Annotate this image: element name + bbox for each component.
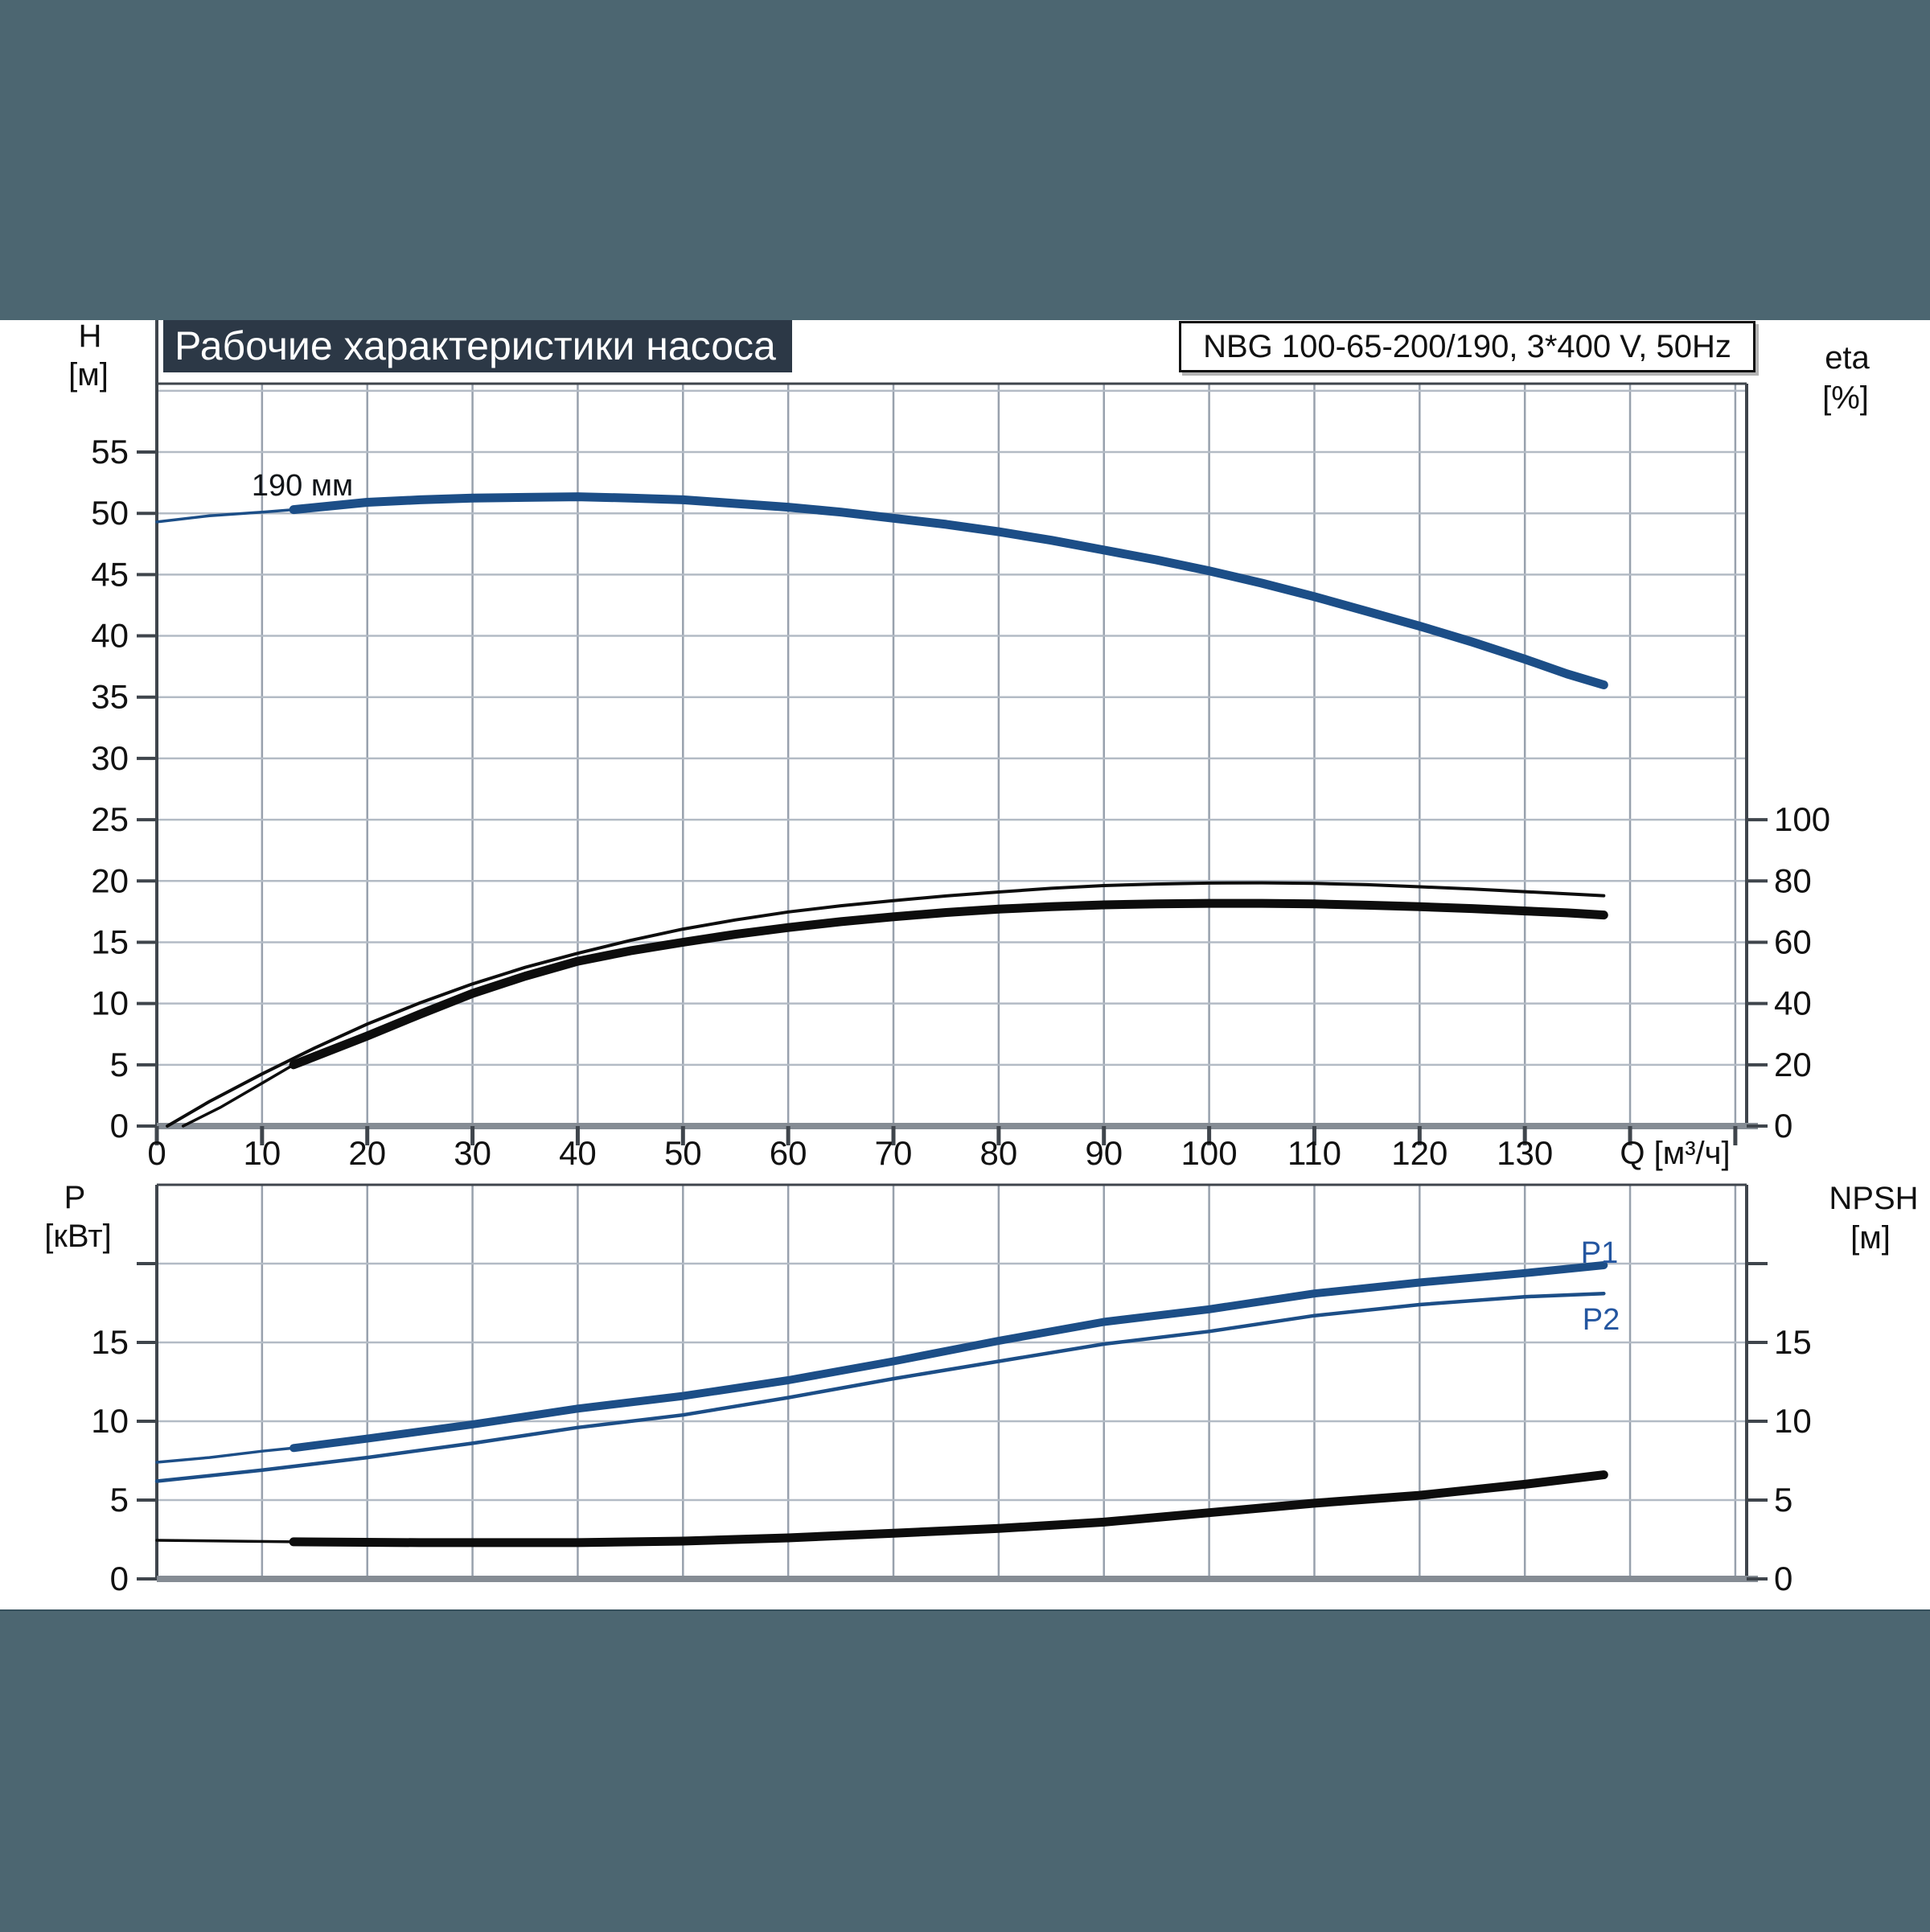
svg-text:120: 120	[1391, 1134, 1448, 1172]
svg-text:20: 20	[91, 861, 129, 899]
q-axis-label: Q [м³/ч]	[1620, 1136, 1731, 1171]
svg-text:40: 40	[91, 617, 129, 655]
svg-text:15: 15	[91, 923, 129, 960]
svg-text:5: 5	[1774, 1481, 1792, 1519]
svg-text:15: 15	[91, 1323, 129, 1361]
svg-text:0: 0	[1774, 1107, 1792, 1145]
svg-text:30: 30	[91, 739, 129, 777]
svg-text:15: 15	[1774, 1323, 1812, 1361]
svg-text:20: 20	[348, 1134, 386, 1172]
bottom-chart: 15 10 5 0 15 10 5 0	[91, 1183, 1812, 1597]
svg-text:0: 0	[110, 1560, 129, 1597]
p1-curve-label: P1	[1580, 1236, 1619, 1270]
svg-text:0: 0	[1774, 1560, 1792, 1597]
top-band	[0, 0, 1930, 320]
svg-text:100: 100	[1774, 800, 1830, 838]
svg-text:50: 50	[91, 494, 129, 532]
bottom-band	[0, 1609, 1930, 1932]
svg-text:80: 80	[980, 1134, 1018, 1172]
p2-curve-label: P2	[1582, 1303, 1620, 1337]
npsh-axis-label: NPSH	[1829, 1181, 1919, 1216]
chart-title: Рабочие характеристики насоса	[163, 320, 792, 372]
svg-text:25: 25	[91, 800, 129, 838]
svg-text:90: 90	[1085, 1134, 1123, 1172]
svg-text:45: 45	[91, 555, 129, 593]
svg-text:0: 0	[147, 1134, 166, 1172]
h-axis-label: H	[78, 319, 102, 354]
eta-axis-unit: [%]	[1822, 380, 1869, 416]
svg-text:10: 10	[1774, 1402, 1812, 1440]
svg-text:60: 60	[770, 1134, 807, 1172]
eta-axis-label: eta	[1825, 340, 1870, 376]
p-axis-unit: [кВт]	[44, 1219, 112, 1254]
svg-text:110: 110	[1287, 1134, 1341, 1172]
npsh-axis-unit: [м]	[1850, 1220, 1891, 1256]
p-axis-label: P	[64, 1180, 86, 1215]
svg-text:70: 70	[875, 1134, 913, 1172]
svg-text:40: 40	[1774, 984, 1812, 1022]
svg-text:10: 10	[91, 984, 129, 1022]
svg-text:100: 100	[1181, 1134, 1238, 1172]
svg-text:5: 5	[110, 1046, 129, 1083]
svg-text:10: 10	[91, 1402, 129, 1440]
svg-text:80: 80	[1774, 861, 1812, 899]
svg-text:40: 40	[559, 1134, 597, 1172]
impeller-diameter-label: 190 мм	[251, 469, 354, 503]
svg-text:5: 5	[110, 1481, 129, 1519]
svg-text:60: 60	[1774, 923, 1812, 960]
h-axis-unit: [м]	[68, 357, 109, 393]
svg-text:20: 20	[1774, 1046, 1812, 1083]
svg-text:0: 0	[110, 1107, 129, 1145]
svg-text:130: 130	[1497, 1134, 1553, 1172]
svg-text:30: 30	[454, 1134, 491, 1172]
pump-model-badge: NBG 100-65-200/190, 3*400 V, 50Hz	[1179, 321, 1755, 372]
svg-text:35: 35	[91, 678, 129, 716]
svg-text:10: 10	[244, 1134, 281, 1172]
svg-text:50: 50	[664, 1134, 702, 1172]
svg-text:55: 55	[91, 433, 129, 471]
